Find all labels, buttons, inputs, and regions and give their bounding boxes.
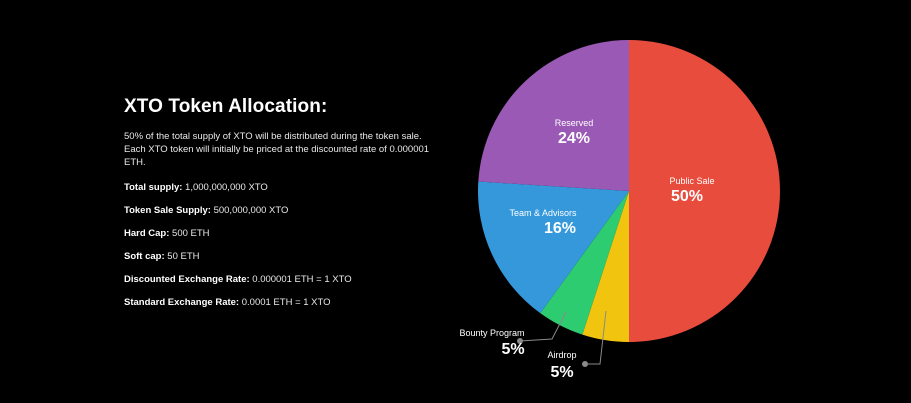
- pie-slice-team-advisors: [478, 181, 629, 314]
- stat-value: 500 ETH: [172, 228, 210, 239]
- slice-name-public-sale: Public Sale: [669, 176, 714, 186]
- slice-value-reserved: 24%: [558, 130, 590, 147]
- leader-dot-bounty-program: [517, 338, 523, 344]
- stat-discounted-rate: Discounted Exchange Rate: 0.000001 ETH =…: [124, 274, 434, 286]
- stat-label: Standard Exchange Rate:: [124, 297, 240, 308]
- stat-value: 0.0001 ETH = 1 XTO: [241, 297, 331, 308]
- pie-slice-reserved: [478, 40, 629, 191]
- stat-total-supply: Total supply: 1,000,000,000 XTO: [124, 182, 434, 194]
- stat-value: 1,000,000,000 XTO: [185, 182, 268, 193]
- stat-label: Soft cap:: [124, 251, 165, 262]
- slice-name-bounty-program: Bounty Program: [459, 328, 524, 338]
- pie-slice-bounty-program: [540, 191, 629, 335]
- stat-label: Total supply:: [124, 182, 183, 193]
- stat-token-sale-supply: Token Sale Supply: 500,000,000 XTO: [124, 205, 434, 217]
- leader-line-bounty-program: [519, 311, 567, 342]
- slice-value-airdrop: 5%: [550, 364, 573, 381]
- allocation-description: 50% of the total supply of XTO will be d…: [124, 131, 430, 168]
- stat-value: 500,000,000 XTO: [213, 205, 289, 216]
- stat-label: Hard Cap:: [124, 228, 170, 239]
- slice-name-reserved: Reserved: [555, 118, 594, 128]
- slice-name-team-advisors: Team & Advisors: [509, 208, 577, 218]
- stat-label: Token Sale Supply:: [124, 205, 211, 216]
- allocation-info: XTO Token Allocation: 50% of the total s…: [124, 96, 434, 320]
- stat-label: Discounted Exchange Rate:: [124, 274, 250, 285]
- leader-dot-airdrop: [582, 361, 588, 367]
- allocation-title: XTO Token Allocation:: [124, 96, 328, 117]
- pie-slice-public-sale: [629, 40, 780, 342]
- stat-soft-cap: Soft cap: 50 ETH: [124, 251, 434, 263]
- stat-value: 0.000001 ETH = 1 XTO: [252, 274, 352, 285]
- slice-value-public-sale: 50%: [671, 188, 703, 205]
- slice-name-airdrop: Airdrop: [547, 350, 576, 360]
- stat-hard-cap: Hard Cap: 500 ETH: [124, 228, 434, 240]
- pie-slice-airdrop: [582, 191, 629, 342]
- stat-standard-rate: Standard Exchange Rate: 0.0001 ETH = 1 X…: [124, 297, 434, 309]
- leader-line-airdrop: [585, 310, 607, 365]
- slice-value-bounty-program: 5%: [501, 341, 524, 358]
- stat-value: 50 ETH: [167, 251, 200, 262]
- slice-value-team-advisors: 16%: [544, 220, 576, 237]
